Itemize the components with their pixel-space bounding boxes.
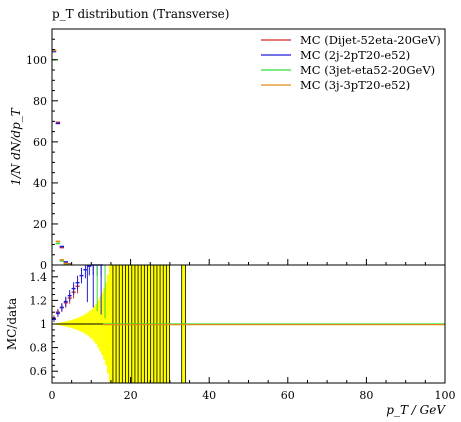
main-y-axis-label: 1/N dN/dp_T <box>9 107 23 186</box>
ratio-y-tick-label: 1.2 <box>30 294 48 307</box>
x-axis-label: p_T / GeV <box>386 403 446 417</box>
main-y-tick-label: 0 <box>40 259 47 272</box>
x-tick-label: 0 <box>49 389 56 402</box>
x-tick-label: 20 <box>124 389 138 402</box>
x-tick-label: 60 <box>281 389 295 402</box>
main-y-tick-label: 60 <box>33 136 47 149</box>
ratio-y-tick-label: 1.4 <box>30 271 48 284</box>
plot-title: p_T distribution (Transverse) <box>52 7 229 21</box>
x-tick-label: 40 <box>202 389 216 402</box>
ratio-y-axis-label: MC/data <box>5 298 19 350</box>
ratio-y-tick-label: 0.8 <box>30 342 48 355</box>
main-y-tick-label: 100 <box>26 54 47 67</box>
main-panel: 0 20 40 60 80 100 1/N dN/dp_T MC (Dijet-52eta… <box>9 28 446 272</box>
legend: MC (Dijet-52eta-20GeV)MC (2j-2pT20-e52)M… <box>261 33 441 92</box>
x-tick-label: 80 <box>359 389 373 402</box>
x-tick-label: 100 <box>435 389 456 402</box>
ratio-y-tick-label: 0.6 <box>30 365 48 378</box>
main-y-tick-label: 20 <box>33 218 47 231</box>
main-y-tick-label: 40 <box>33 177 47 190</box>
ratio-y-tick-label: 1 <box>40 318 47 331</box>
main-y-tick-label: 80 <box>33 95 47 108</box>
legend-label: MC (Dijet-52eta-20GeV) <box>300 33 441 47</box>
ratio-panel: 0.6 0.8 1 1.2 1.4 0 20 40 60 80 100 MC/data p_T / … <box>5 264 456 417</box>
legend-label: MC (3j-3pT20-e52) <box>300 78 410 92</box>
legend-label: MC (3jet-eta52-20GeV) <box>300 63 435 77</box>
legend-label: MC (2j-2pT20-e52) <box>300 48 410 62</box>
